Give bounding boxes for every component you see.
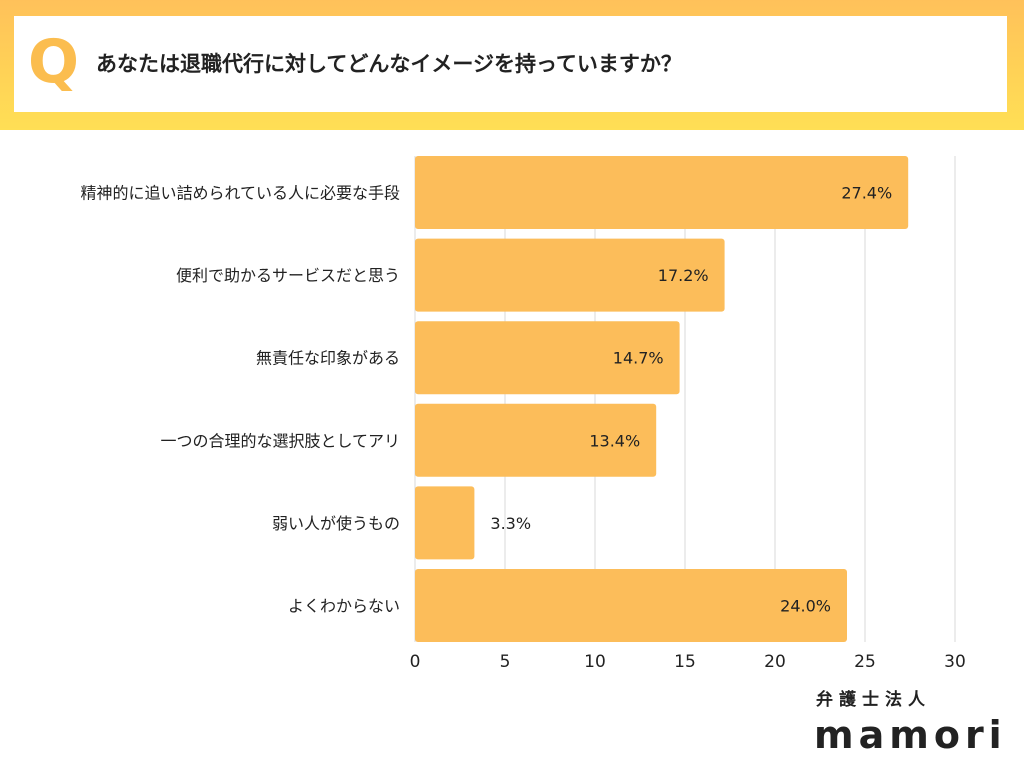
grid-lines — [414, 156, 956, 642]
x-tick-label: 10 — [584, 652, 606, 672]
value-label: 13.4% — [589, 431, 640, 450]
category-label: 便利で助かるサービスだと思う — [176, 266, 400, 285]
category-label: 無責任な印象がある — [256, 349, 400, 368]
x-tick-label: 30 — [944, 652, 966, 672]
bar — [415, 569, 847, 642]
value-label: 27.4% — [841, 184, 892, 203]
q-mark-icon: Q — [28, 27, 80, 97]
x-axis-ticks: 0 5 10 15 20 25 30 — [410, 652, 966, 672]
x-tick-label: 0 — [410, 652, 421, 672]
category-labels: 精神的に追い詰められている人に必要な手段便利で助かるサービスだと思う無責任な印象… — [80, 184, 400, 616]
bar — [415, 403, 657, 477]
bar — [415, 321, 680, 395]
bar — [415, 238, 725, 312]
category-label: 精神的に追い詰められている人に必要な手段 — [80, 184, 400, 203]
category-label: 弱い人が使うもの — [272, 514, 400, 533]
question-panel: Q あなたは退職代行に対してどんなイメージを持っていますか？ — [14, 16, 1007, 112]
value-labels: 27.4% 17.2% 14.7% 13.4% 3.3% 24.0% — [490, 184, 892, 616]
bar — [415, 156, 909, 229]
bar-chart: 精神的に追い詰められている人に必要な手段便利で助かるサービスだと思う無責任な印象… — [80, 156, 966, 672]
category-label: 一つの合理的な選択肢としてアリ — [160, 431, 400, 450]
x-tick-label: 25 — [854, 652, 876, 672]
question-banner: Q あなたは退職代行に対してどんなイメージを持っていますか？ — [0, 0, 1024, 130]
value-label: 3.3% — [490, 514, 531, 533]
brand-subtitle: 弁護士法人 — [816, 690, 931, 710]
value-label: 24.0% — [780, 597, 831, 616]
x-tick-label: 15 — [674, 652, 696, 672]
brand-logo: 弁護士法人 mamori — [814, 688, 1004, 758]
value-label: 14.7% — [613, 349, 664, 368]
x-tick-label: 5 — [500, 652, 511, 672]
x-tick-label: 20 — [764, 652, 786, 672]
category-label: よくわからない — [288, 597, 400, 616]
bar — [415, 486, 475, 560]
bars — [415, 156, 909, 642]
brand-name: mamori — [814, 713, 1007, 757]
value-label: 17.2% — [658, 266, 709, 285]
question-text: あなたは退職代行に対してどんなイメージを持っていますか？ — [96, 52, 682, 76]
